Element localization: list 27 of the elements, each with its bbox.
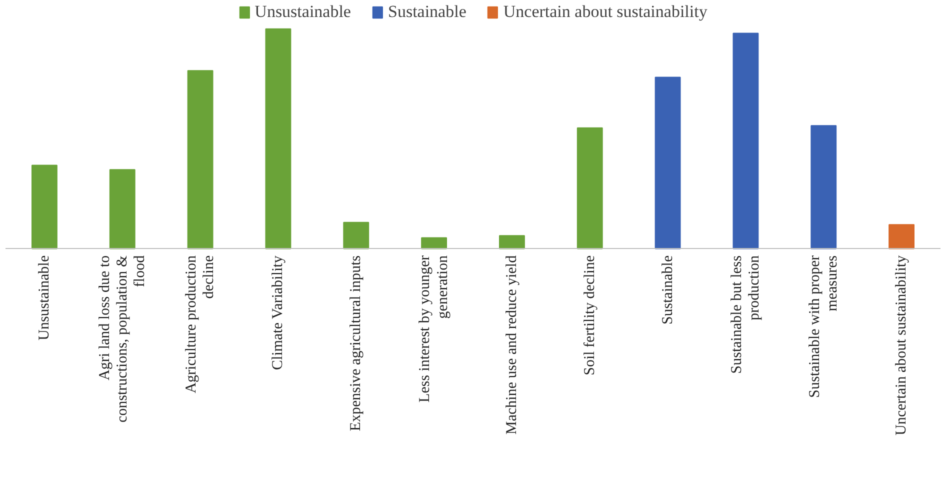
bar	[810, 125, 837, 250]
bar	[576, 127, 603, 250]
bar	[343, 222, 370, 250]
bar	[732, 32, 759, 250]
x-tick-label: Agriculture production decline	[183, 254, 218, 394]
x-tick-label: Unsustainable	[36, 255, 52, 340]
x-tick-label: Soil fertility decline	[582, 255, 598, 376]
bar	[421, 237, 448, 250]
bar	[31, 164, 58, 250]
legend-label: Unsustainable	[254, 2, 351, 22]
x-tick-label: Sustainable	[660, 255, 676, 325]
bar	[109, 169, 136, 250]
legend-label: Sustainable	[388, 2, 466, 22]
bar	[265, 28, 292, 250]
x-tick-label: Expensive agricultural inputs	[348, 255, 364, 432]
legend-label: Uncertain about sustainability	[503, 2, 708, 22]
bar	[498, 235, 525, 250]
x-tick-label: Uncertain about sustainability	[894, 254, 910, 436]
x-tick-label: Agri land loss due to constructions, population & flood	[96, 254, 148, 422]
x-tick-label: Sustainable but less production	[728, 254, 763, 374]
x-tick-label: Machine use and reduce yield	[504, 254, 520, 434]
x-tick-label: Less interest by younger generation	[417, 254, 451, 402]
bar	[888, 224, 915, 250]
x-tick-label: Climate Variability	[270, 255, 286, 370]
bar	[654, 76, 681, 250]
bar	[187, 70, 214, 250]
x-tick-label: Sustainable with proper measures	[806, 255, 840, 398]
